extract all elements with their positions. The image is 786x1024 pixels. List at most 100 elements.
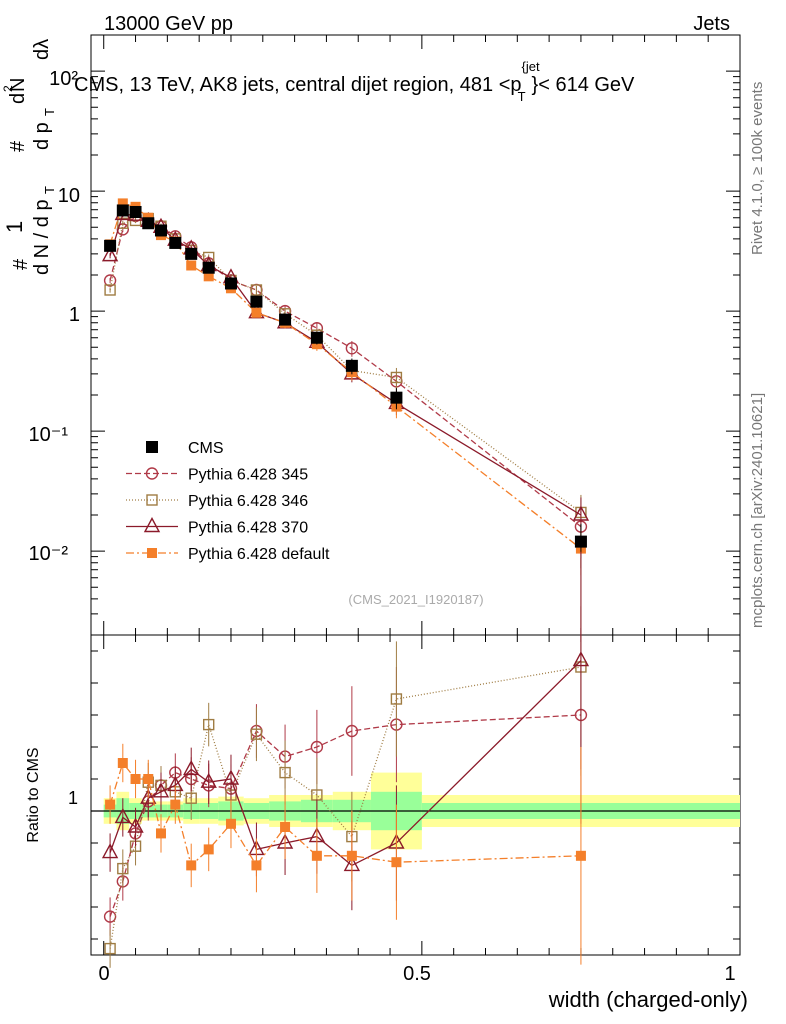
ratio-point-1-10: [279, 766, 291, 779]
series-line-1: [109, 215, 582, 528]
data-point-0-1: [116, 204, 129, 217]
legend-marker-3: [143, 517, 161, 533]
ratio-point-0-12: [345, 724, 359, 738]
main-y-axis-label: # 1 d N / d p T # d p T d N 2 dλ: [1, 39, 57, 275]
ratio-point-1-6: [185, 792, 197, 804]
data-point-3-0: [101, 246, 119, 262]
ratio-point-3-10: [280, 822, 291, 832]
legend-label-3: Pythia 6.428 370: [188, 520, 308, 537]
y-tick-label-100: 10²: [49, 68, 78, 90]
y-tick-label-0.01: 10⁻²: [29, 543, 69, 565]
y-label-dn-dpt: d N / d p: [31, 199, 53, 275]
data-point-0-0: [104, 239, 117, 252]
ratio-point-3-14: [575, 850, 586, 861]
legend: CMS Pythia 6.428 345 Pythia 6.428 346 Pythi…: [126, 440, 330, 563]
ratio-point-2-0: [101, 843, 119, 859]
legend-label-0: CMS: [188, 440, 224, 457]
ratio-point-1-13: [390, 693, 403, 705]
title-tail: }< 614 GeV: [532, 74, 636, 96]
ratio-point-3-2: [130, 774, 141, 784]
data-point-0-13: [390, 391, 403, 404]
y-label-one: 1: [2, 221, 27, 233]
ratio-y-tick-label-1: 1: [68, 788, 78, 808]
data-point-0-6: [185, 247, 198, 260]
header-right: Jets: [693, 13, 730, 35]
ratio-point-3-4: [155, 828, 166, 839]
ratio-point-3-0: [105, 799, 116, 810]
data-point-1-0: [103, 274, 117, 287]
y-tick-label-1: 1: [69, 304, 80, 326]
y-label-n: N: [7, 78, 29, 92]
data-point-1-12: [345, 342, 359, 355]
ratio-point-3-7: [203, 844, 214, 855]
ratio-point-3-11: [311, 850, 322, 861]
ratio-line-2: [109, 660, 582, 867]
legend-marker-1: [145, 467, 159, 480]
x-axis-label: width (charged-only): [548, 987, 748, 1012]
data-point-0-10: [279, 313, 292, 326]
title-sup: {jet: [522, 59, 540, 74]
y-tick-label-10: 10: [58, 185, 80, 207]
y-label-sub-t-1: T: [42, 186, 57, 194]
ratio-point-3-8: [225, 818, 236, 829]
ratio-point-1-9: [250, 728, 263, 740]
main-axis-ticks: [91, 34, 741, 636]
data-point-0-11: [310, 331, 323, 344]
ratio-point-2-4: [152, 782, 170, 798]
ratio-line-0: [109, 714, 581, 917]
data-point-4-7: [203, 271, 214, 282]
data-point-0-4: [154, 224, 167, 237]
data-point-0-12: [345, 359, 358, 372]
legend-marker-2: [146, 494, 158, 506]
ratio-point-1-0: [104, 942, 116, 955]
title-sub: T: [518, 89, 526, 104]
data-point-0-3: [142, 217, 155, 230]
data-point-2-9: [250, 284, 263, 296]
y-label-hash-2: #: [7, 140, 29, 152]
data-point-2-0: [104, 284, 116, 296]
y-label-sub-t-2: T: [42, 108, 57, 116]
main-series-layer: [101, 198, 590, 576]
series-line-2: [109, 217, 582, 513]
ratio-point-0-11: [310, 740, 324, 754]
data-point-0-5: [169, 236, 182, 249]
data-point-0-14: [574, 535, 587, 548]
ratio-point-2-14: [572, 651, 590, 667]
ratio-point-0-0: [103, 910, 117, 923]
data-point-0-9: [250, 295, 263, 308]
ratio-point-2-3: [140, 788, 157, 804]
ratio-point-3-3: [143, 774, 154, 784]
ratio-point-1-7: [203, 718, 215, 731]
ratio-point-3-9: [251, 860, 262, 871]
ratio-point-3-12: [346, 850, 357, 861]
chart-title: CMS, 13 TeV, AK8 jets, central dijet reg…: [74, 59, 635, 104]
ratio-point-2-1: [114, 807, 131, 824]
legend-marker-4: [147, 548, 157, 558]
ratio-point-3-1: [117, 758, 128, 768]
ratio-point-2-8: [222, 769, 240, 785]
data-point-2-1: [117, 217, 129, 229]
main-plot-frame: [90, 34, 741, 636]
y-tick-label-0.1: 10⁻¹: [29, 424, 69, 446]
ratio-point-3-5: [170, 799, 181, 810]
data-point-0-8: [224, 277, 237, 290]
ratio-point-3-6: [186, 860, 197, 871]
y-label-d: d: [7, 93, 29, 104]
x-tick-label-1: 1: [724, 963, 735, 985]
ratio-point-1-1: [117, 862, 129, 875]
y-label-dpt: d p: [31, 122, 53, 150]
y-label-dlambda: dλ: [31, 39, 53, 60]
legend-label-4: Pythia 6.428 default: [188, 546, 330, 563]
side-text-rivet: Rivet 4.1.0, ≥ 100k events: [749, 82, 766, 255]
y-label-hash-1: #: [10, 258, 32, 270]
ratio-point-2-7: [200, 772, 217, 788]
x-tick-label-0: 0: [98, 963, 109, 985]
ratio-point-2-6: [183, 759, 200, 776]
side-text-mcplots: mcplots.cern.ch [arXiv:2401.10621]: [749, 393, 766, 628]
data-point-0-2: [129, 205, 142, 218]
data-point-2-13: [390, 371, 403, 384]
ratio-point-2-2: [127, 817, 144, 833]
y-label-sup-2: 2: [1, 85, 15, 92]
legend-label-1: Pythia 6.428 345: [188, 467, 308, 484]
